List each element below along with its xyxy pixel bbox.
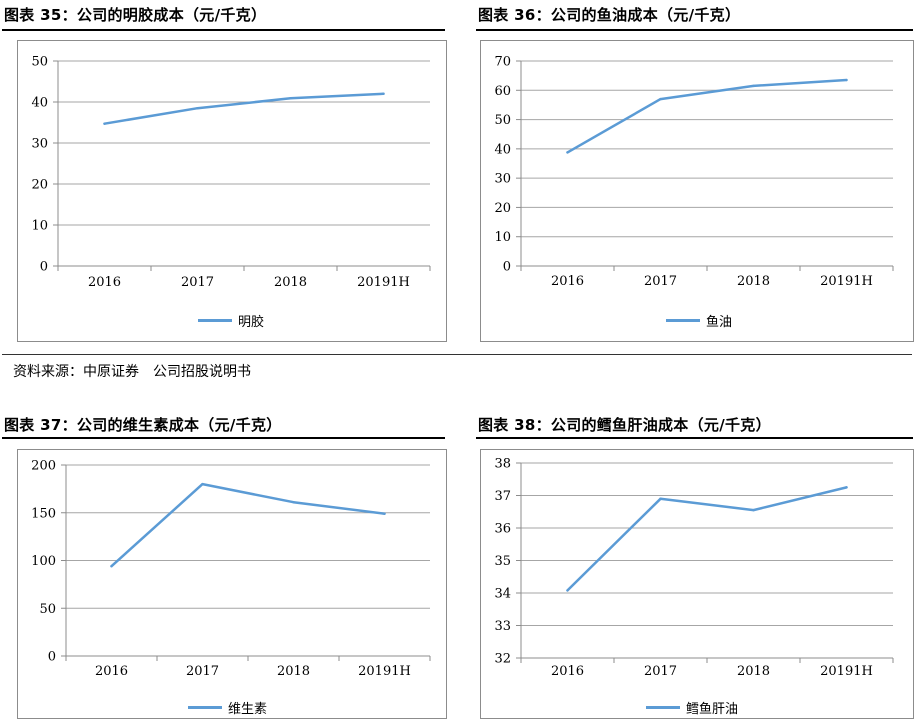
legend-label: 明胶 [238,315,265,330]
legend-swatch [188,706,222,709]
y-tick-label: 20 [31,178,48,193]
y-tick-label: 32 [494,652,511,667]
x-tick-label: 2017 [644,664,677,679]
chart-legend: 鱼油 [666,311,732,330]
data-point [110,565,113,568]
x-tick-label: 20191H [357,275,410,290]
data-point [752,508,755,512]
data-point [201,482,204,486]
y-tick-label: 70 [494,55,511,70]
chart-legend: 鳕鱼肝油 [646,698,738,717]
x-tick-label: 2018 [737,664,770,679]
y-tick-label: 40 [494,142,511,157]
legend-label: 鱼油 [706,315,733,330]
data-point [659,97,662,101]
x-tick-label: 20191H [358,664,411,679]
data-point [382,92,385,95]
y-tick-label: 60 [494,84,511,99]
chart-area: 0 50 100 150 200 2016 2017 2018 20191H 维生素 [17,449,447,719]
data-point [103,122,106,125]
chart-title: 图表 35：公司的明胶成本（元/千克） [4,6,267,24]
data-point [566,589,569,592]
x-tick-label: 2018 [277,664,310,679]
x-tick-label: 2018 [737,274,770,289]
data-point [196,106,199,110]
title-rule [2,29,445,31]
series-line [566,78,848,154]
data-point [566,151,569,154]
y-tick-label: 50 [39,602,56,617]
chart-area: 0 10 20 30 40 50 2016 2017 2018 20191H 明胶 [17,40,447,342]
chart-title: 图表 38：公司的鳕鱼肝油成本（元/千克） [478,416,771,434]
chart-svg: 0 50 100 150 200 2016 2017 2018 20191H [31,459,431,679]
y-tick-label: 20 [494,201,511,216]
y-tick-label: 10 [31,219,48,234]
x-tick-label: 2016 [551,274,584,289]
chart-svg: 0 10 20 30 40 50 2016 2017 2018 20191H [31,55,431,290]
y-tick-label: 38 [494,457,511,472]
chart-area: 32 33 34 35 36 37 38 2016 2017 2018 20191H 鳕鱼肝油 [480,449,914,719]
x-tick-label: 2016 [551,664,584,679]
chart-legend: 维生素 [188,698,267,717]
title-rule [2,437,445,439]
series-line [566,486,848,592]
series-line [103,92,385,125]
y-tick-label: 100 [31,554,56,569]
series-line [110,482,386,568]
y-tick-label: 30 [31,137,48,152]
chart-area: 0 10 20 30 40 50 60 70 2016 2017 2018 20191H 鱼油 [480,40,914,342]
y-tick-label: 40 [31,96,48,111]
x-tick-label: 20191H [820,664,873,679]
x-tick-label: 2017 [644,274,677,289]
y-tick-label: 35 [494,554,511,569]
y-tick-label: 36 [494,522,511,537]
legend-swatch [198,319,232,322]
data-point [845,78,848,82]
x-tick-label: 2016 [95,664,128,679]
y-tick-label: 0 [48,650,56,665]
chart-title: 图表 36：公司的鱼油成本（元/千克） [478,6,741,24]
y-tick-label: 50 [31,55,48,70]
y-tick-label: 37 [494,489,511,504]
y-tick-label: 33 [494,619,511,634]
legend-swatch [666,319,700,322]
source-note: 资料来源：中原证券 公司招股说明书 [13,364,251,380]
data-point [289,97,292,100]
y-tick-label: 0 [503,260,511,275]
chart-svg: 0 10 20 30 40 50 60 70 2016 2017 2018 20191H [494,55,894,289]
x-tick-label: 2018 [274,275,307,290]
chart-svg: 32 33 34 35 36 37 38 2016 2017 2018 20191H [494,457,894,679]
y-tick-label: 34 [494,587,511,602]
y-tick-label: 50 [494,113,511,128]
source-rule [2,354,912,355]
y-tick-label: 150 [31,506,56,521]
y-tick-label: 10 [494,230,511,245]
y-tick-label: 0 [40,260,48,275]
data-point [292,501,295,504]
x-tick-label: 2017 [186,664,219,679]
legend-label: 维生素 [228,702,268,717]
legend-swatch [646,706,680,709]
x-tick-label: 2017 [181,275,214,290]
x-tick-label: 20191H [820,274,873,289]
data-point [383,512,386,515]
y-tick-label: 30 [494,172,511,187]
data-point [659,497,662,500]
data-point [752,84,755,88]
x-tick-label: 2016 [88,275,121,290]
legend-label: 鳕鱼肝油 [686,702,739,717]
title-rule [476,29,913,31]
chart-legend: 明胶 [198,311,264,330]
y-tick-label: 200 [31,459,56,474]
chart-title: 图表 37：公司的维生素成本（元/千克） [4,416,282,434]
title-rule [476,437,913,439]
data-point [845,486,848,489]
